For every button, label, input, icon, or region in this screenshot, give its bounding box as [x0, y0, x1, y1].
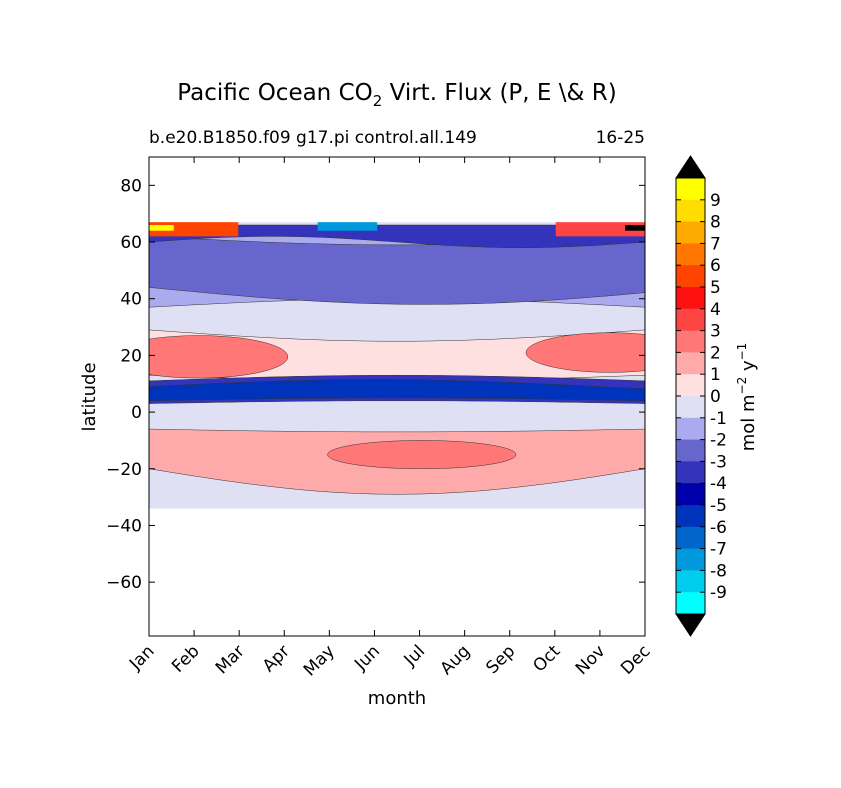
y-tick-label: −40 — [106, 516, 142, 536]
x-tick-label: May — [300, 641, 339, 680]
x-axis-label: month — [368, 688, 426, 709]
colorbar-tick-label: -1 — [710, 409, 727, 429]
colorbar-extend-min — [675, 613, 706, 637]
region-north-negative — [149, 236, 645, 305]
region-north-positive-core-east — [525, 332, 645, 373]
colorbar-swatch — [676, 178, 705, 201]
colorbar-swatch — [676, 396, 705, 419]
colorbar-swatch — [676, 265, 705, 288]
colorbar-unit-label: mol m−2 y−1 — [735, 343, 759, 452]
colorbar-tick-label: 3 — [710, 322, 721, 342]
colorbar-swatch — [676, 330, 705, 353]
y-tick-label: 40 — [120, 290, 142, 310]
region-high-lat-negative — [317, 222, 378, 231]
colorbar-tick-label: 1 — [710, 365, 721, 385]
colorbar-tick-label: 5 — [710, 278, 721, 298]
contour-fill-layer — [149, 222, 645, 509]
y-tick-label: 0 — [131, 403, 142, 423]
colorbar-tick-label: -9 — [710, 583, 727, 603]
colorbar-tick-label: -8 — [710, 561, 727, 581]
y-tick-label: 80 — [120, 176, 142, 196]
colorbar-swatch — [676, 505, 705, 528]
y-axis: 80 60 40 20 0 −20 −40 −60 — [106, 176, 645, 593]
plot-frame — [148, 156, 646, 637]
colorbar-tick-label: 7 — [710, 234, 721, 254]
colorbar-swatch — [676, 592, 705, 615]
colorbar-tick-label: 4 — [710, 300, 721, 320]
chart-title: Pacific Ocean CO2 Virt. Flux (P, E \& R) — [177, 80, 616, 110]
x-tick-label: Feb — [168, 641, 203, 676]
colorbar-swatch — [676, 243, 705, 266]
y-tick-label: 60 — [120, 233, 142, 253]
x-tick-label: Dec — [617, 641, 654, 678]
x-tick-label: Apr — [259, 641, 294, 676]
y-tick-label: 20 — [120, 346, 142, 366]
x-tick-label: Mar — [212, 641, 249, 678]
colorbar-extend-max — [675, 155, 706, 179]
x-tick-label: Jul — [400, 641, 429, 670]
colorbar-swatch — [676, 221, 705, 244]
colorbar-tick-label: -4 — [710, 474, 727, 494]
colorbar-tick-label: -5 — [710, 496, 727, 516]
x-tick-label: Jan — [125, 641, 158, 674]
colorbar-tick-label: -6 — [710, 518, 727, 538]
x-tick-label: Nov — [572, 641, 610, 679]
colorbar-tick-label: -2 — [710, 431, 727, 451]
colorbar-swatch — [676, 570, 705, 593]
colorbar-swatch — [676, 374, 705, 397]
colorbar-swatch — [676, 548, 705, 571]
colorbar-tick-label: 9 — [710, 191, 721, 211]
y-tick-label: −20 — [106, 460, 142, 480]
region-equatorial-negative-core — [149, 379, 645, 402]
region-south-positive-core — [327, 440, 517, 470]
colorbar-tick-label: 6 — [710, 256, 721, 276]
colorbar-tick-label: 8 — [710, 213, 721, 233]
x-tick-label: Jun — [350, 641, 384, 675]
colorbar-swatch — [676, 483, 705, 506]
x-tick-label: Sep — [482, 641, 519, 678]
region-high-lat-east — [555, 222, 645, 237]
colorbar-swatch — [676, 287, 705, 310]
region-high-lat-east-extreme — [625, 225, 645, 231]
colorbar-swatch — [676, 461, 705, 484]
colorbar-swatch — [676, 308, 705, 332]
region-high-lat-west-core — [149, 225, 174, 231]
x-tick-label: Oct — [529, 641, 564, 676]
colorbar-swatch — [676, 352, 705, 375]
colorbar-tick-label: 2 — [710, 343, 721, 363]
colorbar-swatch — [676, 439, 705, 462]
colorbar-swatch — [676, 526, 705, 550]
y-tick-label: −60 — [106, 573, 142, 593]
region-north-mid-negative — [149, 224, 645, 248]
y-axis-label: latitude — [79, 362, 100, 431]
colorbar-swatch — [676, 417, 705, 441]
case-label: b.e20.B1850.f09 g17.pi control.all.149 — [149, 128, 477, 148]
colorbar-tick-label: 0 — [710, 387, 721, 407]
colorbar-tick-label: -3 — [710, 452, 727, 472]
colorbar-tick-label: -7 — [710, 540, 727, 560]
years-label: 16-25 — [596, 128, 645, 148]
colorbar-swatch — [676, 199, 705, 223]
x-tick-label: Aug — [437, 641, 475, 679]
region-north-positive-core-west — [149, 335, 289, 379]
